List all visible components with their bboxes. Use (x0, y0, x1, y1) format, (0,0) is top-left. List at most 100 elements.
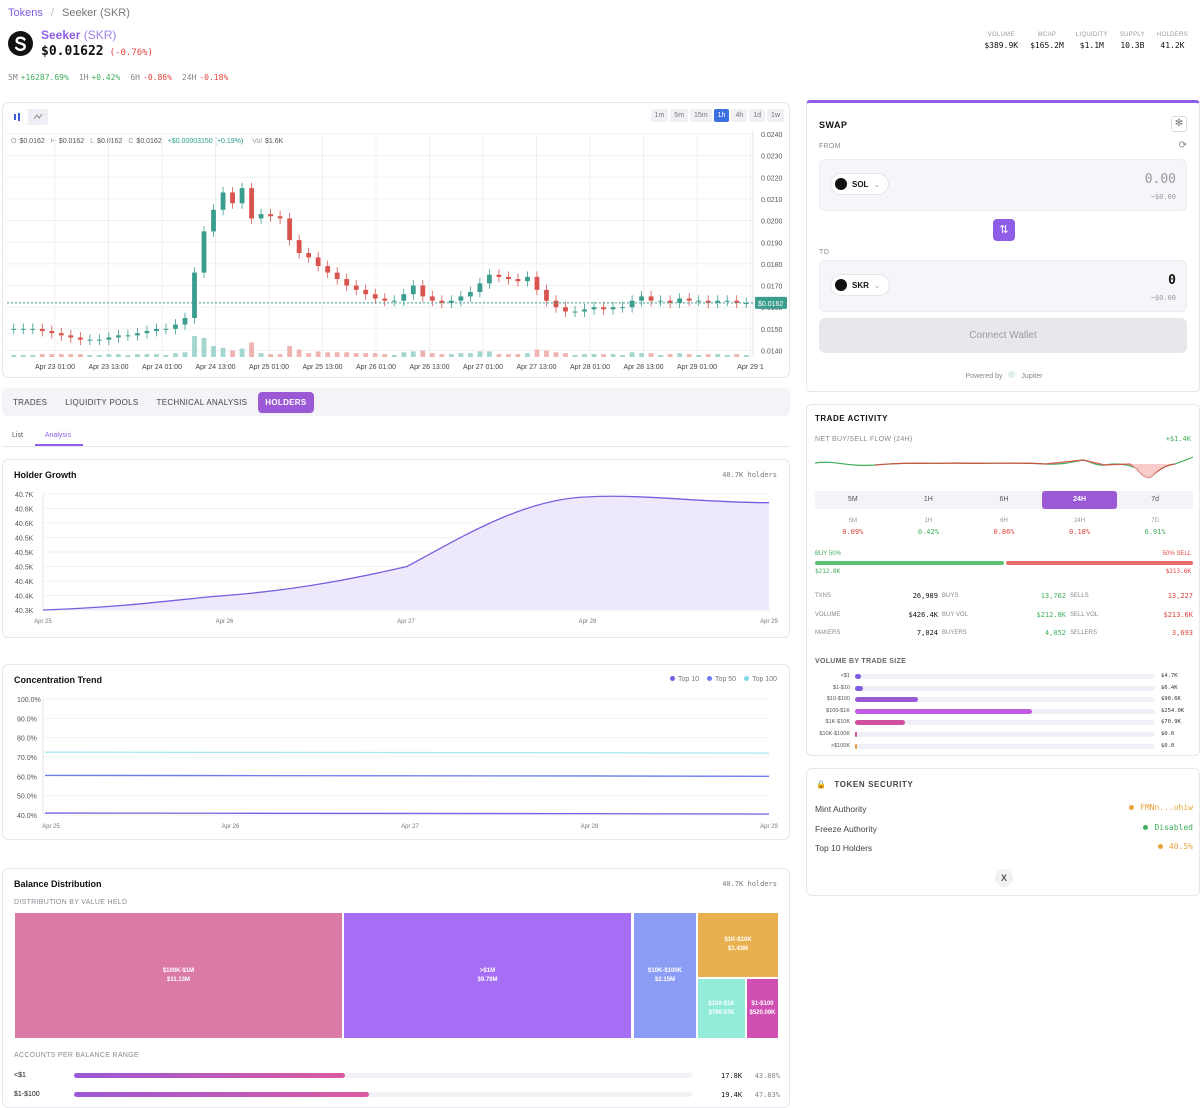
breadcrumb-current: Seeker (SKR) (62, 7, 130, 19)
trade-size-fill (855, 731, 858, 737)
candle-body (572, 311, 578, 313)
account-range-pct: 47.83% (754, 1091, 780, 1099)
trade-stat-row: VOLUME $426.4K BUY VOL $212.8K SELL VOL $213.… (815, 610, 1193, 629)
security-value-text: 40.5% (1168, 842, 1193, 851)
breadcrumb-separator: / (50, 7, 54, 19)
swap-direction-button[interactable]: ⇅ (993, 219, 1015, 241)
y-tick-label: 0.0190 (761, 240, 783, 247)
candle-body (610, 307, 616, 310)
to-token-select[interactable]: SKR ⌄ (830, 274, 890, 296)
y-tick-label: 40.5K (15, 536, 34, 543)
tile-name: >$1M (479, 967, 496, 974)
security-value-text: Disabled (1154, 822, 1193, 832)
period-change-label: 6H (1000, 518, 1008, 524)
connect-wallet-button[interactable]: Connect Wallet (819, 318, 1187, 353)
x-tick-label: Apr 25 13:00 (302, 364, 342, 371)
timeframe-15m[interactable]: 15m (690, 109, 712, 122)
timeframe-5m[interactable]: 5m (670, 109, 689, 122)
candle-body (477, 283, 483, 293)
series-line-top-10 (44, 812, 770, 815)
to-token-symbol: SKR (852, 280, 869, 290)
price-candlestick-chart[interactable]: 0.0240 0.0230 0.0220 0.0210 0.0200 0.0190 0.01… (3, 131, 789, 377)
treemap-tile[interactable]: $1K-$10K $1.43M (698, 913, 778, 977)
volume-bar (515, 354, 521, 357)
volume-bar (96, 355, 102, 357)
candle-body (173, 324, 178, 329)
candle-body (144, 331, 150, 334)
candle-body (553, 300, 559, 308)
timeframe-4h[interactable]: 4h (731, 109, 748, 122)
y-tick-label: 80.0% (17, 736, 37, 743)
volume-bar (315, 351, 321, 357)
trade-size-label: >$100K (830, 742, 850, 749)
swap-refresh-icon[interactable]: ⟳ (1178, 140, 1187, 151)
treemap-tile[interactable]: $10K-$100K $2.15M (634, 913, 696, 1038)
swap-settings-icon[interactable]: ✻ (1171, 116, 1187, 132)
candle-body (372, 294, 378, 299)
change-value: -0.18% (199, 73, 229, 82)
candle-body (325, 266, 331, 273)
x-social-button[interactable]: X (995, 869, 1013, 887)
token-logo (8, 31, 33, 56)
timeframe-1h[interactable]: 1h (713, 109, 730, 122)
volume-by-size: <$1 $4.7K $1-$10 $6.4K $10-$100 $90.6K $100-$1… (815, 671, 1193, 752)
powered-by: Powered by Jupiter (807, 371, 1200, 380)
trade-size-label: $10K-$100K (819, 730, 850, 737)
status-dot-icon (1143, 824, 1149, 830)
period-1h[interactable]: 1H (923, 496, 933, 503)
timeframe-1d[interactable]: 1d (749, 109, 766, 122)
candle-body (410, 285, 416, 295)
legend-item: Top 50 (707, 676, 736, 683)
trade-size-fill (855, 720, 905, 726)
from-token-select[interactable]: SOL ⌄ (830, 173, 890, 195)
volume-bar (49, 354, 55, 357)
treemap-tile[interactable]: >$1M $9.78M (344, 913, 631, 1038)
to-amount-input[interactable]: 0 (1168, 273, 1176, 288)
subtab-analysis[interactable]: Analysis (34, 426, 83, 446)
breadcrumb-tokens-link[interactable]: Tokens (8, 7, 43, 19)
candle-body (382, 298, 388, 301)
volume-bar (639, 353, 645, 357)
timeframe-1w[interactable]: 1w (767, 109, 784, 122)
subtab-list[interactable]: List (12, 432, 23, 439)
x-tick-label: Apr 27 13:00 (516, 364, 556, 371)
period-24h[interactable]: 24H (1041, 491, 1118, 509)
candle-chart-icon[interactable] (8, 109, 28, 125)
candle-body (705, 300, 711, 303)
tab-holders[interactable]: HOLDERS (258, 391, 314, 413)
from-usd-value: ~$0.00 (1150, 193, 1176, 201)
treemap-tile[interactable]: $100K-$1M $11.13M (15, 913, 342, 1038)
trade-size-value: $90.6K (1161, 696, 1181, 703)
change-24h: 24H -0.18% (182, 73, 228, 82)
x-tick-label: Apr 29 (760, 824, 778, 830)
period-5m[interactable]: 5M (847, 496, 858, 503)
candle-body (677, 298, 683, 303)
period-6h[interactable]: 6H (999, 496, 1009, 503)
period-7d[interactable]: 7d (1151, 496, 1160, 503)
period-change-label: 5M (848, 518, 857, 524)
tab-liquidity-pools[interactable]: LIQUIDITY POOLS (65, 397, 139, 407)
treemap-tile[interactable]: $1-$100 $520.09K (747, 979, 778, 1038)
from-amount-input[interactable]: 0.00 (1144, 172, 1176, 187)
line-chart-icon[interactable] (28, 109, 48, 125)
stat-holders: HOLDERS 41.2K (1157, 32, 1188, 50)
ohlc-change: +$0.00003150 (+0.19%) (167, 138, 244, 145)
trade-size-value: $0.0 (1161, 730, 1175, 737)
treemap-tile[interactable]: $100-$1K $790.57K (698, 979, 745, 1038)
volume-bar (211, 346, 216, 357)
volume-bar (572, 355, 578, 357)
concentration-chart: 100.0% 90.0% 80.0% 70.0% 60.0% 50.0% 40.0% Apr … (17, 697, 778, 830)
trade-size-track (855, 743, 1155, 749)
trade-size-fill (855, 708, 1032, 714)
tab-technical-analysis[interactable]: TECHNICAL ANALYSIS (156, 397, 248, 407)
stat-label-2: BUYS (942, 593, 959, 599)
change-label: 24H (181, 73, 197, 82)
tab-trades[interactable]: TRADES (13, 397, 48, 407)
volume-bar (620, 355, 625, 357)
timeframe-1m[interactable]: 1m (650, 109, 669, 122)
candle-body (620, 307, 625, 309)
trade-size-value: $0.0 (1161, 742, 1175, 749)
candle-body (363, 289, 369, 295)
candle-body (467, 292, 473, 297)
volume-bar (629, 352, 635, 357)
